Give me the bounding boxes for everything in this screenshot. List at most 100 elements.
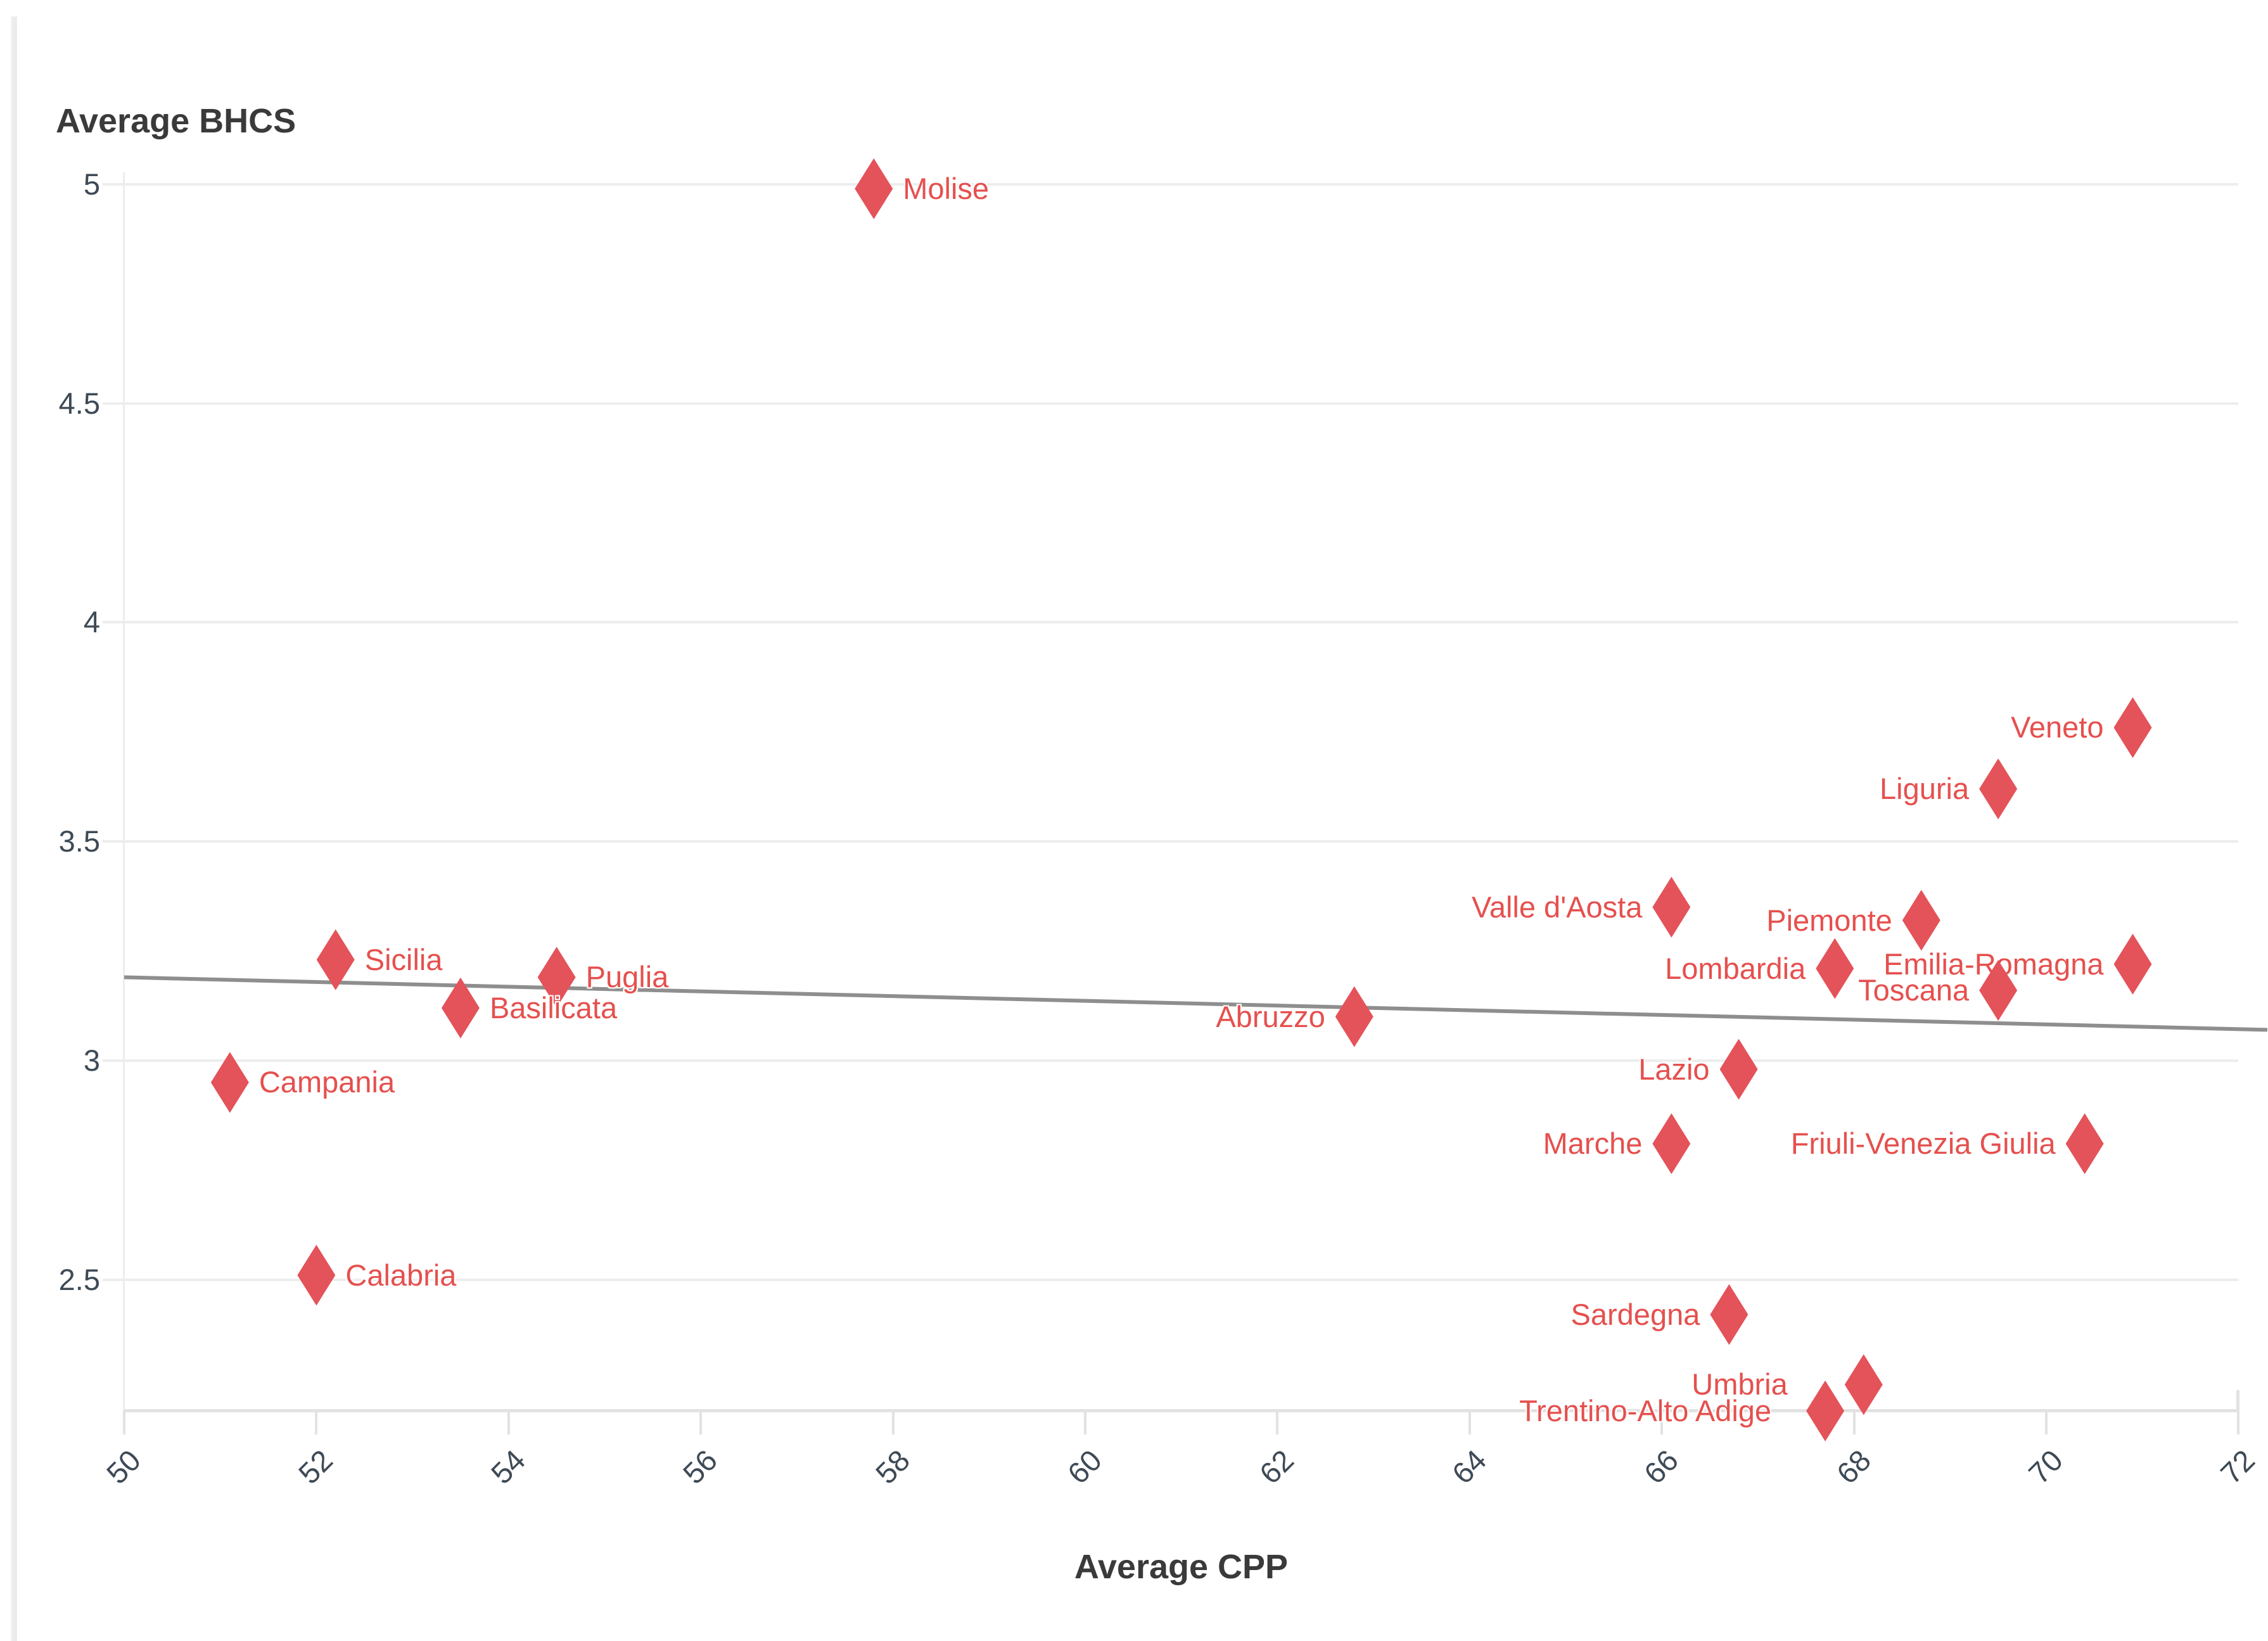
data-point-label-friuli-venezia-giulia: Friuli-Venezia Giulia bbox=[1790, 1127, 2056, 1161]
data-point-lazio[interactable] bbox=[1719, 1038, 1758, 1100]
data-point-marche[interactable] bbox=[1652, 1113, 1691, 1175]
data-point-puglia[interactable] bbox=[537, 947, 576, 1008]
x-tick-label-52: 52 bbox=[292, 1442, 349, 1490]
x-tick-label-text: 58 bbox=[869, 1443, 916, 1491]
data-point-label-sardegna: Sardegna bbox=[1570, 1297, 1700, 1331]
y-tick-mark-2.5 bbox=[103, 1278, 124, 1281]
data-point-label-umbria: Umbria bbox=[1691, 1367, 1788, 1402]
diamond-marker-icon bbox=[1335, 986, 1373, 1047]
data-point-emilia-romagna[interactable] bbox=[2113, 933, 2152, 995]
y-tick-mark-3 bbox=[103, 1059, 124, 1062]
y-axis-line bbox=[123, 172, 125, 1410]
y-tick-mark-3.5 bbox=[103, 840, 124, 843]
x-tick-label-text: 66 bbox=[1637, 1443, 1685, 1491]
y-tick-mark-4.5 bbox=[103, 402, 124, 405]
diamond-marker-icon bbox=[1719, 1038, 1758, 1100]
diamond-marker-icon bbox=[1652, 1113, 1691, 1175]
data-point-basilicata[interactable] bbox=[441, 977, 480, 1038]
y-gridline-4 bbox=[124, 621, 2238, 624]
y-tick-label-3.5: 3.5 bbox=[58, 824, 100, 859]
y-gridline-2.5 bbox=[124, 1278, 2238, 1281]
y-tick-mark-5 bbox=[103, 183, 124, 186]
x-tick-label-54: 54 bbox=[484, 1442, 542, 1490]
x-tick-label-72: 72 bbox=[2214, 1442, 2268, 1490]
y-gridline-3.5 bbox=[124, 840, 2238, 843]
data-point-sicilia[interactable] bbox=[316, 929, 355, 990]
x-tick-label-70: 70 bbox=[2022, 1442, 2079, 1490]
diamond-marker-icon bbox=[1816, 938, 1854, 999]
diamond-marker-icon bbox=[297, 1244, 336, 1306]
x-tick-mark-56 bbox=[699, 1410, 703, 1434]
data-point-sardegna[interactable] bbox=[1710, 1284, 1749, 1345]
data-point-label-toscana: Toscana bbox=[1858, 973, 1970, 1007]
diamond-marker-icon bbox=[441, 977, 480, 1038]
diamond-marker-icon bbox=[210, 1052, 249, 1113]
x-tick-mark-60 bbox=[1084, 1410, 1086, 1434]
x-tick-label-text: 68 bbox=[1830, 1443, 1877, 1491]
diamond-marker-icon bbox=[1844, 1354, 1883, 1415]
data-point-label-puglia: Puglia bbox=[585, 960, 669, 994]
data-point-label-sicilia: Sicilia bbox=[364, 942, 443, 976]
data-point-label-abruzzo: Abruzzo bbox=[1216, 999, 1325, 1033]
y-tick-mark-4 bbox=[103, 621, 124, 624]
data-point-label-trentino-alto-adige: Trentino-Alto Adige bbox=[1519, 1393, 1772, 1427]
data-point-label-piemonte: Piemonte bbox=[1766, 903, 1892, 937]
x-tick-label-text: 64 bbox=[1445, 1443, 1493, 1491]
data-point-valle-d-aosta[interactable] bbox=[1652, 876, 1691, 938]
diamond-marker-icon bbox=[1710, 1284, 1749, 1345]
data-point-label-calabria: Calabria bbox=[345, 1258, 457, 1292]
x-tick-mark-64 bbox=[1468, 1410, 1471, 1434]
x-tick-label-66: 66 bbox=[1638, 1442, 1695, 1490]
data-point-campania[interactable] bbox=[210, 1052, 249, 1113]
x-tick-label-text: 54 bbox=[484, 1443, 532, 1491]
diamond-marker-icon bbox=[1652, 876, 1691, 938]
x-tick-mark-50 bbox=[123, 1410, 125, 1434]
data-point-piemonte[interactable] bbox=[1902, 890, 1940, 951]
x-tick-mark-54 bbox=[507, 1410, 510, 1434]
x-tick-mark-52 bbox=[315, 1410, 318, 1434]
diamond-marker-icon bbox=[2065, 1113, 2104, 1175]
data-point-label-liguria: Liguria bbox=[1880, 772, 1970, 806]
data-point-trentino-alto-adige[interactable] bbox=[1806, 1380, 1845, 1441]
data-point-label-veneto: Veneto bbox=[2011, 710, 2104, 744]
x-tick-label-text: 52 bbox=[292, 1443, 340, 1491]
x-tick-label-60: 60 bbox=[1061, 1442, 1118, 1490]
y-tick-label-5: 5 bbox=[83, 167, 100, 201]
x-tick-label-50: 50 bbox=[100, 1442, 157, 1490]
x-tick-label-text: 56 bbox=[676, 1443, 724, 1491]
data-point-toscana[interactable] bbox=[1979, 960, 2018, 1021]
x-axis-right-corner bbox=[2236, 1390, 2239, 1410]
data-point-label-lombardia: Lombardia bbox=[1665, 951, 1806, 985]
diamond-marker-icon bbox=[1979, 758, 2018, 820]
data-point-friuli-venezia-giulia[interactable] bbox=[2065, 1113, 2104, 1175]
diamond-marker-icon bbox=[855, 158, 893, 219]
diamond-marker-icon bbox=[2113, 697, 2152, 758]
x-tick-label-68: 68 bbox=[1830, 1442, 1887, 1490]
data-point-abruzzo[interactable] bbox=[1335, 986, 1373, 1047]
x-tick-label-58: 58 bbox=[869, 1442, 926, 1490]
y-tick-label-3: 3 bbox=[83, 1043, 100, 1077]
x-tick-label-text: 60 bbox=[1061, 1443, 1109, 1491]
diamond-marker-icon bbox=[1979, 960, 2018, 1021]
x-tick-mark-66 bbox=[1660, 1410, 1664, 1434]
data-point-liguria[interactable] bbox=[1979, 758, 2018, 820]
diamond-marker-icon bbox=[1902, 890, 1940, 951]
data-point-label-lazio: Lazio bbox=[1638, 1052, 1710, 1086]
left-border-rule bbox=[11, 16, 17, 1641]
y-tick-label-2.5: 2.5 bbox=[58, 1262, 100, 1296]
data-point-label-basilicata: Basilicata bbox=[489, 990, 618, 1025]
x-tick-mark-72 bbox=[2237, 1410, 2240, 1434]
data-point-calabria[interactable] bbox=[297, 1244, 336, 1306]
data-point-molise[interactable] bbox=[855, 158, 893, 219]
x-tick-label-64: 64 bbox=[1445, 1442, 1503, 1490]
data-point-lombardia[interactable] bbox=[1816, 938, 1854, 999]
data-point-umbria[interactable] bbox=[1844, 1354, 1883, 1415]
x-tick-mark-68 bbox=[1852, 1410, 1856, 1434]
x-tick-label-text: 50 bbox=[99, 1443, 148, 1491]
data-point-label-molise: Molise bbox=[903, 171, 990, 205]
diamond-marker-icon bbox=[316, 929, 355, 990]
x-tick-mark-70 bbox=[2045, 1410, 2048, 1434]
data-point-label-campania: Campania bbox=[258, 1065, 395, 1099]
data-point-veneto[interactable] bbox=[2113, 697, 2152, 758]
